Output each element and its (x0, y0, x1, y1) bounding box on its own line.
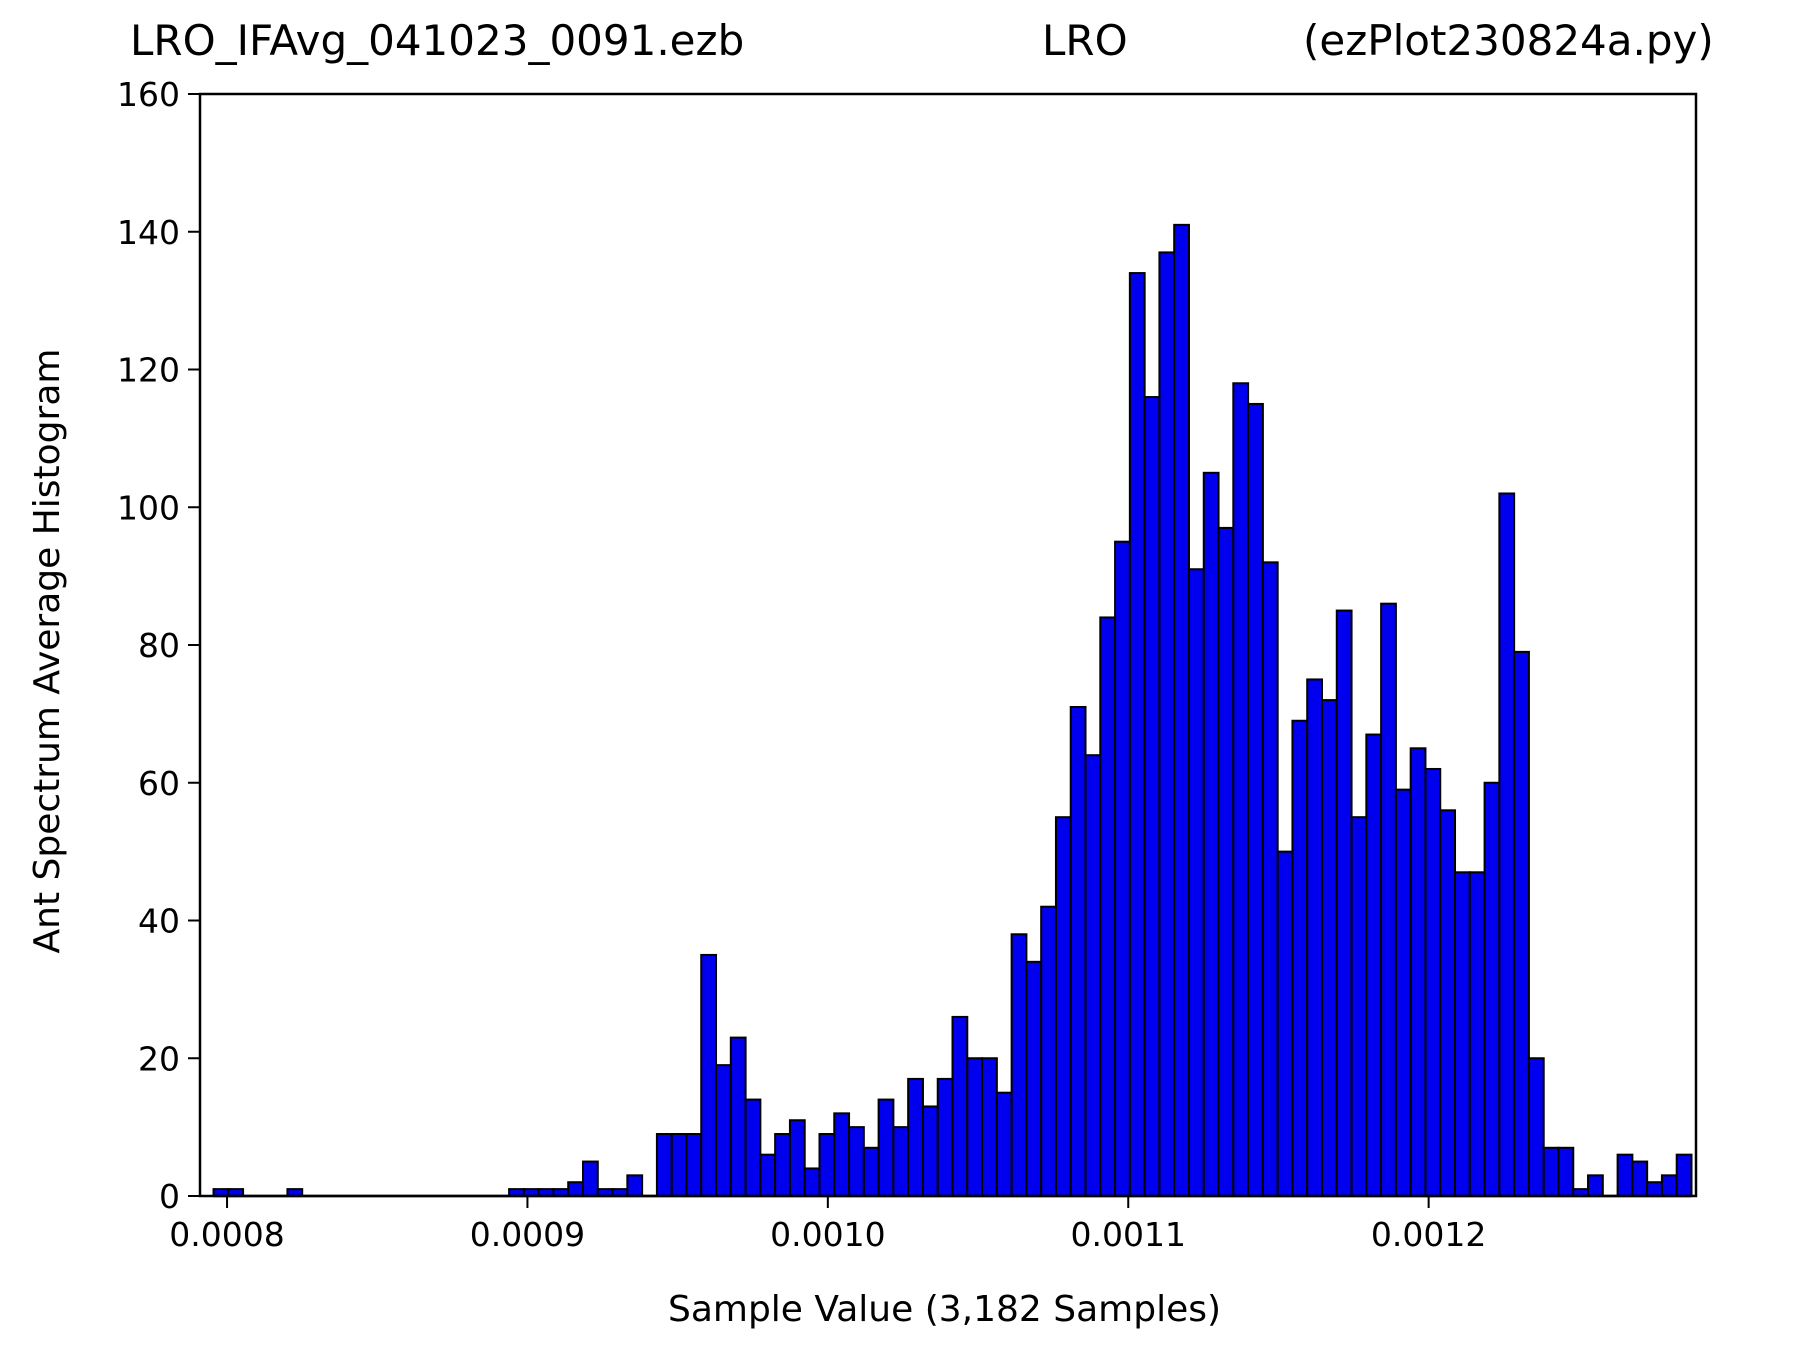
histogram-bar (1468, 871, 1486, 1197)
chart-title-filename: LRO_IFAvg_041023_0091.ezb (130, 16, 745, 65)
histogram-bar (803, 1167, 821, 1197)
histogram-bar (892, 1126, 910, 1198)
histogram-bar (921, 1105, 939, 1197)
x-tick-label: 0.0011 (1071, 1215, 1186, 1254)
histogram-bar (729, 1036, 747, 1197)
histogram-bar (1380, 602, 1397, 1197)
histogram-bar (1069, 705, 1087, 1197)
histogram-bar (626, 1174, 644, 1197)
y-axis-label: Ant Spectrum Average Histogram (27, 348, 68, 954)
histogram-bar (1232, 382, 1250, 1197)
histogram-bar (1084, 754, 1102, 1197)
histogram-bar (995, 1091, 1013, 1197)
x-axis-label: Sample Value (3,182 Samples) (667, 1289, 1222, 1330)
y-tick-label: 60 (138, 764, 180, 803)
histogram-bar (877, 1098, 895, 1197)
y-tick-label: 140 (117, 213, 180, 252)
histogram-bar (1054, 816, 1072, 1197)
histogram-bar (1276, 850, 1294, 1198)
histogram-bar (1099, 616, 1117, 1197)
histogram-bar (966, 1057, 984, 1197)
histogram-bar (1247, 402, 1264, 1197)
histogram-bar (1158, 251, 1176, 1198)
histogram-bar (1202, 471, 1220, 1197)
histogram-bar (759, 1153, 777, 1198)
x-tick-label: 0.0010 (770, 1215, 885, 1254)
histogram-bar (1040, 905, 1057, 1197)
histogram-bar (774, 1133, 791, 1198)
histogram-bar (1646, 1181, 1663, 1197)
chart-title-script: (ezPlot230824a.py) (1303, 16, 1714, 65)
histogram-bar (567, 1181, 585, 1197)
histogram-bar (1128, 272, 1146, 1197)
histogram-bar (848, 1126, 865, 1198)
histogram-bar (1365, 733, 1383, 1197)
histogram-bar (833, 1112, 851, 1197)
histogram-bar (1675, 1153, 1693, 1198)
y-tick-label: 80 (138, 626, 180, 665)
histogram-bar (1291, 719, 1309, 1197)
histogram-bar (1527, 1057, 1545, 1197)
histogram-bar (700, 953, 718, 1197)
histogram-bar (655, 1133, 673, 1198)
histogram-bar (1217, 526, 1235, 1197)
y-tick-label: 40 (138, 902, 180, 941)
histogram-bar (582, 1160, 599, 1198)
histogram-bar (1143, 396, 1161, 1197)
x-tick-label: 0.0008 (169, 1215, 284, 1254)
histogram-bar (1394, 788, 1412, 1197)
histogram-bar (1631, 1160, 1649, 1198)
y-axis-ticks: 0 20 40 60 80 100 120 140 160 (117, 75, 200, 1216)
histogram-bar (1439, 809, 1457, 1197)
histogram-bar (1114, 540, 1131, 1197)
histogram-bar (685, 1133, 703, 1198)
y-tick-label: 20 (138, 1039, 180, 1078)
chart-title-station: LRO (1042, 16, 1128, 65)
histogram-bar (936, 1077, 954, 1198)
histogram-bar (981, 1057, 998, 1197)
y-tick-label: 0 (159, 1177, 180, 1216)
histogram-bar (1424, 767, 1442, 1197)
histogram-bar (1409, 747, 1427, 1197)
x-tick-label: 0.0009 (470, 1215, 585, 1254)
histogram-bar (818, 1133, 836, 1198)
histogram-bar (1350, 816, 1368, 1197)
histogram-bars (212, 223, 1693, 1198)
plot-frame (198, 92, 1698, 1198)
histogram-bar (744, 1098, 762, 1197)
histogram-bar (1587, 1174, 1604, 1197)
histogram-bar (1261, 561, 1279, 1197)
histogram-bar (1660, 1174, 1678, 1197)
histogram-bar (1321, 699, 1338, 1197)
histogram-bar (951, 1015, 969, 1197)
histogram-bar (1498, 492, 1516, 1198)
x-tick-label: 0.0012 (1371, 1215, 1486, 1254)
histogram-bar (1616, 1153, 1634, 1198)
histogram-bar (1335, 609, 1353, 1197)
histogram-bar (1483, 781, 1501, 1197)
histogram-bar (1513, 650, 1530, 1197)
histogram-bar (670, 1133, 688, 1198)
histogram-bar (1557, 1146, 1575, 1198)
histogram-bar (862, 1146, 880, 1198)
y-tick-label: 120 (117, 351, 180, 390)
histogram-bar (1454, 871, 1471, 1197)
y-tick-label: 100 (117, 488, 180, 527)
x-axis-ticks: 0.0008 0.0009 0.0010 0.0011 0.0012 (169, 1196, 1486, 1254)
histogram-bar (788, 1119, 806, 1197)
histogram-bar (1306, 678, 1323, 1197)
histogram-bar (715, 1064, 732, 1198)
histogram-bar (1173, 223, 1190, 1198)
histogram-bar (1025, 960, 1043, 1198)
histogram-bar (907, 1077, 924, 1198)
y-tick-label: 160 (117, 75, 180, 114)
histogram-bar (1010, 933, 1028, 1198)
histogram-bar (1187, 568, 1205, 1197)
histogram-bar (1542, 1146, 1560, 1198)
